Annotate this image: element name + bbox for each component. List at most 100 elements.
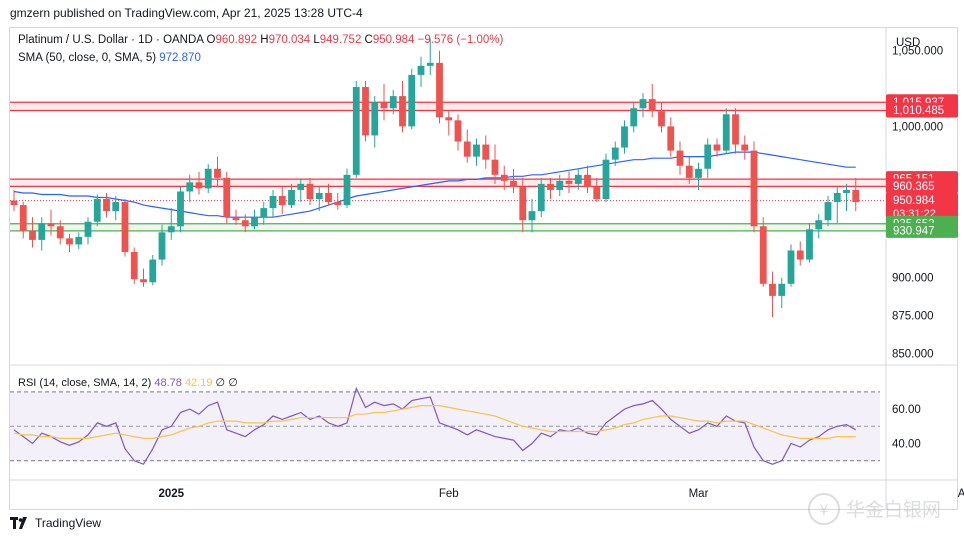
- time-axis[interactable]: 2025 Feb Mar Apr: [158, 488, 964, 500]
- candle: [556, 174, 564, 196]
- candle: [130, 247, 138, 284]
- price-label-box: [886, 192, 958, 221]
- candle-body: [713, 144, 721, 151]
- candle-body: [519, 186, 527, 221]
- candles[interactable]: [10, 38, 860, 318]
- candle: [223, 171, 231, 224]
- candle: [565, 171, 573, 193]
- candle: [140, 268, 147, 287]
- candle-body: [19, 205, 27, 231]
- candle: [66, 233, 73, 252]
- watermark-logo: ¥ 华金白银网: [808, 493, 941, 525]
- rsi-tick-label: 40.00: [892, 439, 921, 451]
- candle-body: [56, 226, 64, 239]
- candle-body: [769, 283, 776, 296]
- candle-body: [750, 150, 758, 227]
- sma-line: [13, 151, 856, 218]
- candle: [519, 177, 527, 233]
- candle-body: [833, 192, 841, 203]
- candle-body: [93, 199, 101, 222]
- candle: [334, 192, 342, 210]
- candle: [195, 171, 203, 195]
- symbol-legend[interactable]: Platinum / U.S. Dollar · 1D · OANDA O960…: [18, 34, 503, 46]
- candle: [380, 84, 388, 121]
- candle-body: [676, 150, 684, 166]
- rsi-legend[interactable]: RSI (14, close, SMA, 14, 2) 48.78 42.19 …: [18, 376, 238, 389]
- candle-body: [241, 220, 249, 227]
- sma-value: 972.870: [159, 52, 201, 64]
- candle-body: [103, 199, 110, 212]
- candle-body: [473, 144, 480, 157]
- candle: [602, 153, 610, 203]
- rsi-label: RSI (14, close, SMA, 14, 2): [18, 377, 152, 389]
- candle: [704, 138, 712, 178]
- rsi-pane: [10, 386, 880, 465]
- candle-body: [621, 126, 628, 148]
- rsi-line: [13, 386, 857, 465]
- price-axis[interactable]: 850.000 875.000 900.000 1,000.000 1,050.000 1…: [886, 46, 958, 451]
- price-label-box: [886, 222, 958, 238]
- candle-body: [75, 236, 83, 245]
- candle-body: [556, 180, 564, 190]
- candle: [19, 202, 27, 239]
- sma-line-group: [13, 151, 856, 218]
- candle: [426, 38, 434, 75]
- candle: [824, 196, 832, 227]
- candle-body: [288, 189, 295, 206]
- candle-body: [426, 62, 434, 66]
- candle-body: [66, 238, 73, 245]
- candle: [251, 209, 258, 230]
- candle: [463, 129, 471, 163]
- candle-body: [843, 189, 850, 193]
- candle-body: [639, 99, 647, 109]
- candle: [371, 96, 379, 148]
- candle-body: [482, 144, 490, 160]
- candle-body: [223, 177, 231, 218]
- candle: [214, 156, 221, 187]
- candle-body: [787, 250, 795, 284]
- candle-body: [177, 191, 184, 227]
- publish-info: gmzern published on TradingView.com, Apr…: [10, 6, 363, 20]
- candle-body: [436, 62, 443, 118]
- candle-body: [149, 259, 157, 283]
- candle-body: [260, 208, 268, 218]
- candle-body: [806, 229, 813, 260]
- candle: [500, 165, 508, 190]
- candle: [852, 177, 860, 212]
- time-tick-label: Feb: [439, 488, 459, 500]
- candle-body: [325, 192, 332, 203]
- candle: [750, 141, 758, 233]
- sma-label: SMA (50, close, 0, SMA, 5): [18, 52, 157, 64]
- candle-body: [140, 279, 147, 283]
- candle-body: [463, 141, 471, 157]
- candle: [417, 56, 425, 88]
- footer-brand[interactable]: TradingView: [10, 516, 101, 530]
- candle: [722, 108, 730, 154]
- candle-body: [130, 252, 138, 280]
- candle-body: [685, 165, 693, 178]
- sma-legend[interactable]: SMA (50, close, 0, SMA, 5) 972.870: [18, 52, 201, 64]
- candle: [713, 138, 721, 157]
- candle: [732, 108, 739, 154]
- candle: [103, 192, 110, 218]
- candle-body: [537, 183, 545, 212]
- candle-body: [658, 111, 665, 127]
- candle: [611, 141, 619, 166]
- candle: [778, 277, 786, 308]
- candle-body: [121, 202, 129, 252]
- chart-frame[interactable]: [9, 27, 958, 510]
- open-value: 960.892: [215, 34, 258, 46]
- candle: [177, 186, 184, 233]
- candle-body: [584, 174, 591, 187]
- currency-label[interactable]: USD: [896, 37, 921, 49]
- candle-body: [214, 168, 221, 178]
- footer-brand-text: TradingView: [35, 516, 102, 530]
- candle: [306, 177, 314, 206]
- high-value: 970.034: [268, 34, 311, 46]
- candle: [833, 186, 841, 224]
- candle-body: [602, 159, 610, 200]
- tradingview-logo-icon: [10, 517, 27, 529]
- candle-body: [352, 87, 360, 175]
- low-label: L: [313, 34, 320, 46]
